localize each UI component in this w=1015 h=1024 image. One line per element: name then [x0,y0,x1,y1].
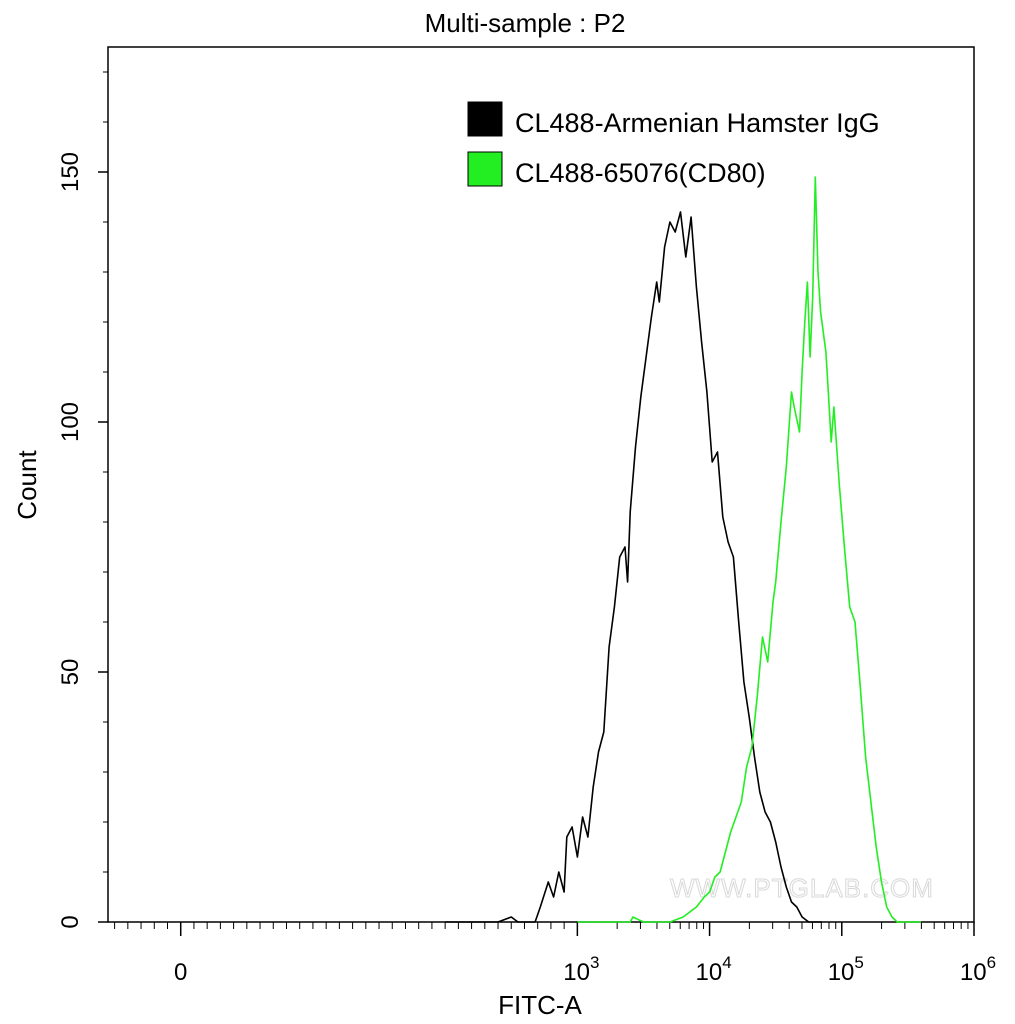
x-axis: 0 103 104 105 106 [114,922,996,986]
x-tick-label: 0 [174,959,187,986]
series-layer [445,176,922,923]
x-tick-label: 104 [695,953,731,986]
x-tick-label: 103 [563,953,599,986]
legend-swatch [467,151,503,187]
series-line-0 [445,211,822,923]
y-tick-label: 150 [57,152,84,192]
y-tick-label: 100 [57,402,84,442]
y-tick-label: 0 [57,915,84,928]
x-tick-label: 106 [960,953,996,986]
y-axis-label: Count [12,450,42,520]
watermark: WWW.PTGLAB.COM [670,873,934,903]
x-axis-label: FITC-A [498,990,582,1020]
legend-swatch [467,101,503,137]
x-tick-label: 105 [828,953,864,986]
y-axis: 0 50 100 150 [57,71,108,929]
y-tick-label: 50 [57,659,84,686]
legend: CL488-Armenian Hamster IgG CL488-65076(CD… [467,101,880,188]
legend-label: CL488-Armenian Hamster IgG [515,108,880,138]
series-line-1 [577,176,922,923]
chart-title: Multi-sample : P2 [425,8,626,38]
legend-label: CL488-65076(CD80) [515,158,766,188]
plot-frame [107,46,975,923]
